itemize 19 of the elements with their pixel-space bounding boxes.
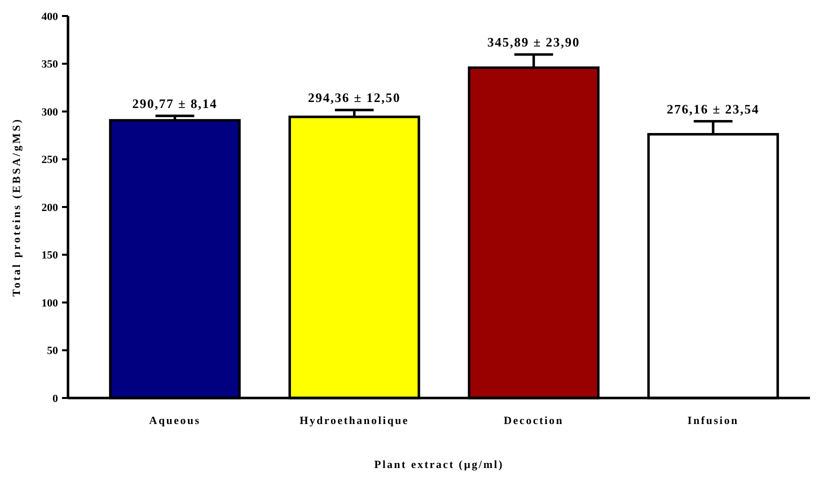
data-label: 345,89 ± 23,90 bbox=[487, 34, 580, 50]
y-tick-label: 0 bbox=[52, 392, 58, 405]
y-tick-label: 100 bbox=[42, 297, 58, 310]
y-tick-label: 150 bbox=[42, 250, 58, 262]
x-tick-label: Decoction bbox=[504, 415, 564, 427]
x-tick-label: Hydroethanolique bbox=[300, 415, 409, 427]
y-tick-label: 350 bbox=[42, 58, 58, 71]
x-axis-title: Plant extract (µg/ml) bbox=[374, 459, 504, 471]
data-label: 290,77 ± 8,14 bbox=[132, 96, 218, 111]
y-tick-label: 250 bbox=[42, 154, 58, 166]
y-tick-label: 400 bbox=[42, 10, 58, 23]
x-tick-label: Aqueous bbox=[149, 415, 201, 427]
x-tick-label: Infusion bbox=[688, 415, 739, 427]
y-tick-label: 200 bbox=[42, 202, 58, 214]
data-label: 276,16 ± 23,54 bbox=[666, 101, 760, 116]
data-label: 294,36 ± 12,50 bbox=[308, 90, 401, 106]
y-axis-title: Total proteins (EBSA/gMS) bbox=[11, 118, 23, 296]
y-tick-label: 50 bbox=[47, 345, 58, 358]
y-tick-label: 300 bbox=[42, 106, 58, 118]
